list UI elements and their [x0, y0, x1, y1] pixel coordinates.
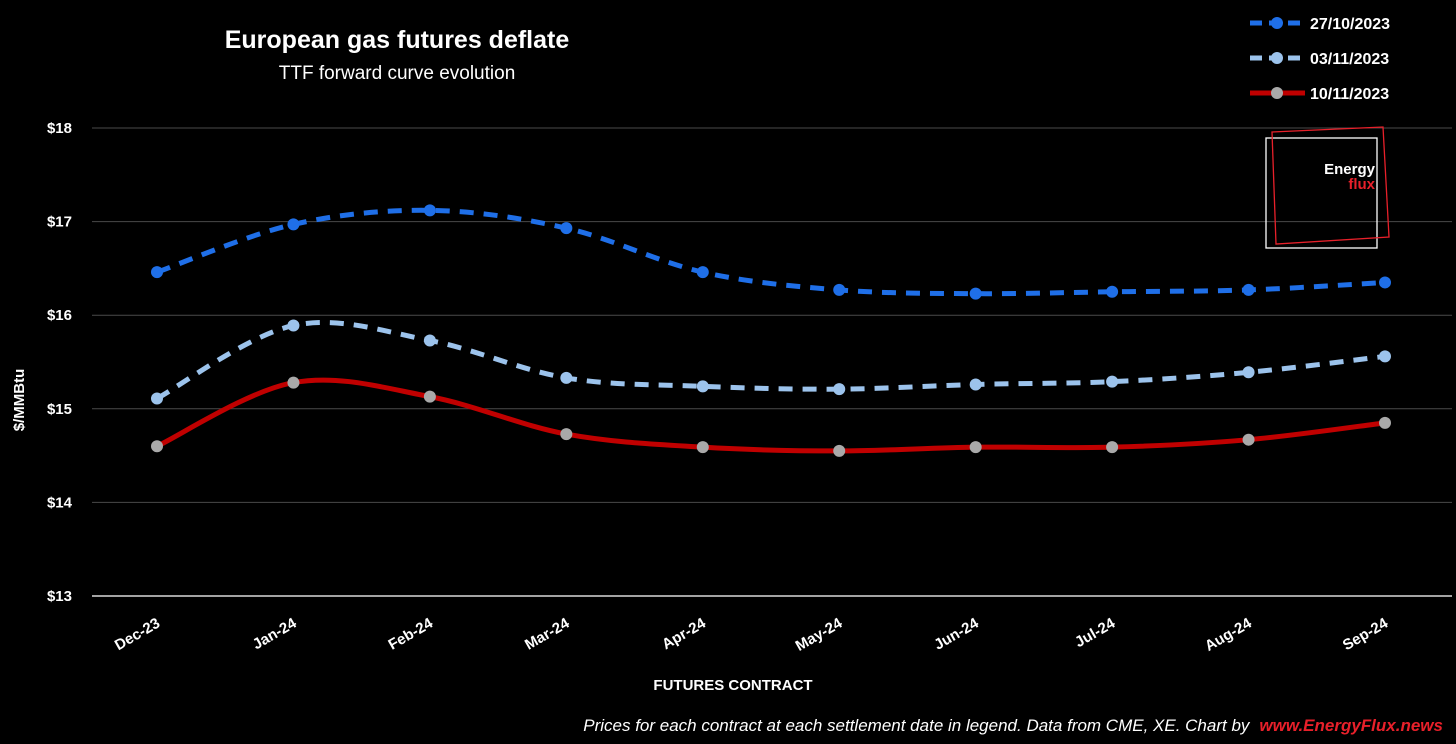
legend: 27/10/2023 03/11/2023 10/11/2023	[1250, 16, 1390, 103]
data-point-series-1	[287, 319, 300, 332]
legend-marker-2	[1271, 87, 1283, 99]
y-tick-label: $17	[47, 214, 72, 231]
logo-frame-white	[1265, 137, 1378, 249]
series-line-2	[154, 377, 1388, 454]
legend-marker-0	[1271, 17, 1283, 29]
x-tick-label: Mar-24	[522, 614, 573, 653]
footer-link[interactable]: www.EnergyFlux.news	[1259, 716, 1443, 735]
x-tick-label: Feb-24	[386, 614, 437, 653]
data-point-series-1	[833, 383, 846, 396]
logo-text-energy: Energy	[1324, 161, 1376, 178]
y-axis-ticks: $13 $14 $15 $16 $17 $18	[47, 120, 73, 605]
legend-marker-1	[1271, 52, 1283, 64]
series-group	[151, 204, 1391, 457]
footer-text: Prices for each contract at each settlem…	[583, 716, 1251, 735]
logo-frame-red	[1271, 126, 1390, 245]
data-point-series-2	[423, 390, 436, 403]
y-tick-label: $18	[47, 120, 72, 137]
data-point-series-2	[151, 440, 163, 453]
data-point-series-1	[151, 392, 163, 405]
data-point-series-2	[1379, 416, 1391, 429]
y-tick-label: $16	[47, 307, 72, 324]
data-point-series-2	[1106, 441, 1119, 454]
x-tick-label: Aug-24	[1202, 614, 1255, 654]
x-tick-label: Jul-24	[1072, 614, 1119, 651]
legend-label-2: 10/11/2023	[1310, 86, 1389, 103]
y-tick-label: $15	[47, 401, 72, 418]
y-tick-label: $14	[47, 494, 73, 511]
data-point-series-0	[1242, 283, 1255, 296]
grid	[92, 127, 1452, 597]
footer-note: Prices for each contract at each settlem…	[583, 716, 1443, 735]
data-point-series-2	[1242, 433, 1255, 446]
y-tick-label: $13	[47, 588, 72, 605]
data-point-series-0	[1106, 285, 1119, 298]
data-point-series-0	[151, 266, 163, 279]
data-point-series-2	[287, 376, 300, 389]
data-point-series-0	[560, 222, 573, 235]
data-point-series-1	[1106, 375, 1119, 388]
x-tick-label: Jan-24	[250, 614, 300, 653]
data-point-series-0	[1379, 276, 1391, 289]
x-tick-label: Dec-23	[112, 615, 163, 654]
x-axis-label: FUTURES CONTRACT	[653, 677, 812, 694]
data-point-series-2	[969, 441, 982, 454]
data-point-series-2	[833, 444, 846, 457]
data-point-series-1	[969, 378, 982, 391]
x-tick-label: May-24	[793, 614, 846, 654]
legend-label-0: 27/10/2023	[1310, 16, 1390, 33]
chart-title: European gas futures deflate	[225, 26, 570, 54]
x-tick-label: Sep-24	[1340, 614, 1392, 654]
data-point-series-1	[560, 371, 573, 384]
chart-subtitle: TTF forward curve evolution	[279, 63, 516, 84]
data-point-series-1	[1379, 350, 1391, 363]
data-point-series-1	[696, 380, 709, 393]
data-point-series-2	[696, 441, 709, 454]
data-point-series-0	[969, 287, 982, 300]
y-axis-label: $/MMBtu	[11, 369, 28, 432]
data-point-series-1	[423, 334, 436, 347]
series-line-0	[156, 207, 1386, 297]
x-tick-label: Jun-24	[931, 614, 982, 653]
legend-label-1: 03/11/2023	[1310, 51, 1389, 68]
data-point-series-0	[287, 218, 300, 231]
data-point-series-2	[560, 428, 573, 441]
x-axis-ticks: Dec-23 Jan-24 Feb-24 Mar-24 Apr-24 May-24 Jun-…	[112, 614, 1392, 654]
series-line-1	[155, 320, 1386, 401]
logo-text-flux: flux	[1348, 176, 1375, 193]
x-tick-label: Apr-24	[659, 614, 709, 653]
energyflux-logo: Energy flux	[1265, 126, 1390, 249]
data-point-series-1	[1242, 366, 1255, 379]
data-point-series-0	[696, 266, 709, 279]
data-point-series-0	[423, 204, 436, 217]
data-point-series-0	[833, 283, 846, 296]
